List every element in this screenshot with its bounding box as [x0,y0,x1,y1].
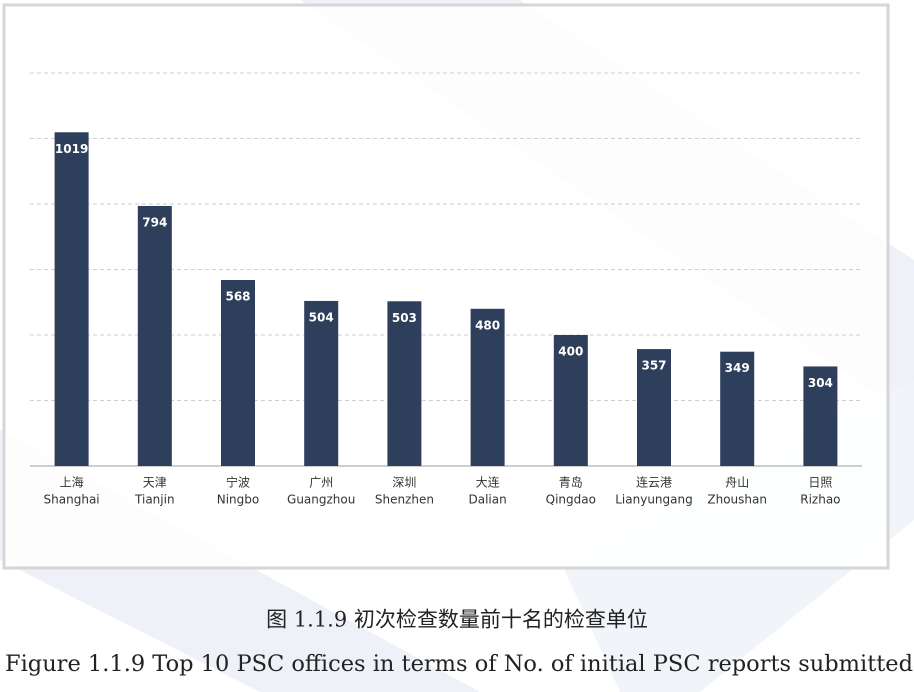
value-label: 503 [392,311,417,325]
x-tick-label: 广州 [309,476,333,490]
x-tick-label-en: Zhoushan [707,493,767,507]
x-tick-label-en: Rizhao [800,493,840,507]
bar [304,300,339,466]
x-tick-label: 天津 [143,476,167,490]
value-label: 504 [309,310,334,324]
chart-subtitle: Figure 1.1.9 Top 10 PSC offices in terms… [5,651,913,677]
value-label: 304 [808,376,833,390]
x-tick-label: 舟山 [725,476,749,490]
bar [387,301,422,466]
x-tick-label: 上海 [60,475,84,490]
x-tick-label-en: Dalian [468,493,506,507]
bar [637,349,671,466]
x-tick-label: 宁波 [226,475,250,490]
value-label: 568 [225,289,250,303]
x-tick-label-en: Guangzhou [287,493,355,507]
value-label: 349 [725,361,750,375]
value-label: 400 [558,345,583,359]
x-tick-label: 日照 [808,476,832,490]
x-tick-label-en: Ningbo [217,493,260,507]
value-label: 1019 [55,142,88,156]
value-label: 794 [142,215,167,229]
x-tick-label-en: Lianyungang [615,493,692,507]
x-tick-label: 大连 [476,475,500,490]
bar [54,132,89,466]
bar [553,335,588,466]
chart-frame [2,3,890,570]
value-label: 357 [641,359,666,373]
x-tick-label-en: Shenzhen [375,493,434,507]
x-tick-label: 连云港 [636,475,672,490]
bar [803,366,838,466]
bar [137,205,172,466]
bar [221,279,255,466]
x-tick-label-en: Tianjin [134,493,175,507]
bar [720,351,755,466]
chart-title: 图 1.1.9 初次检查数量前十名的检查单位 [266,608,648,632]
x-tick-label-en: Qingdao [546,493,596,507]
bar [470,308,505,466]
x-tick-label: 青岛 [559,475,583,490]
x-tick-label: 深圳 [392,476,416,490]
value-label: 480 [475,318,500,332]
x-tick-label-en: Shanghai [44,493,100,507]
